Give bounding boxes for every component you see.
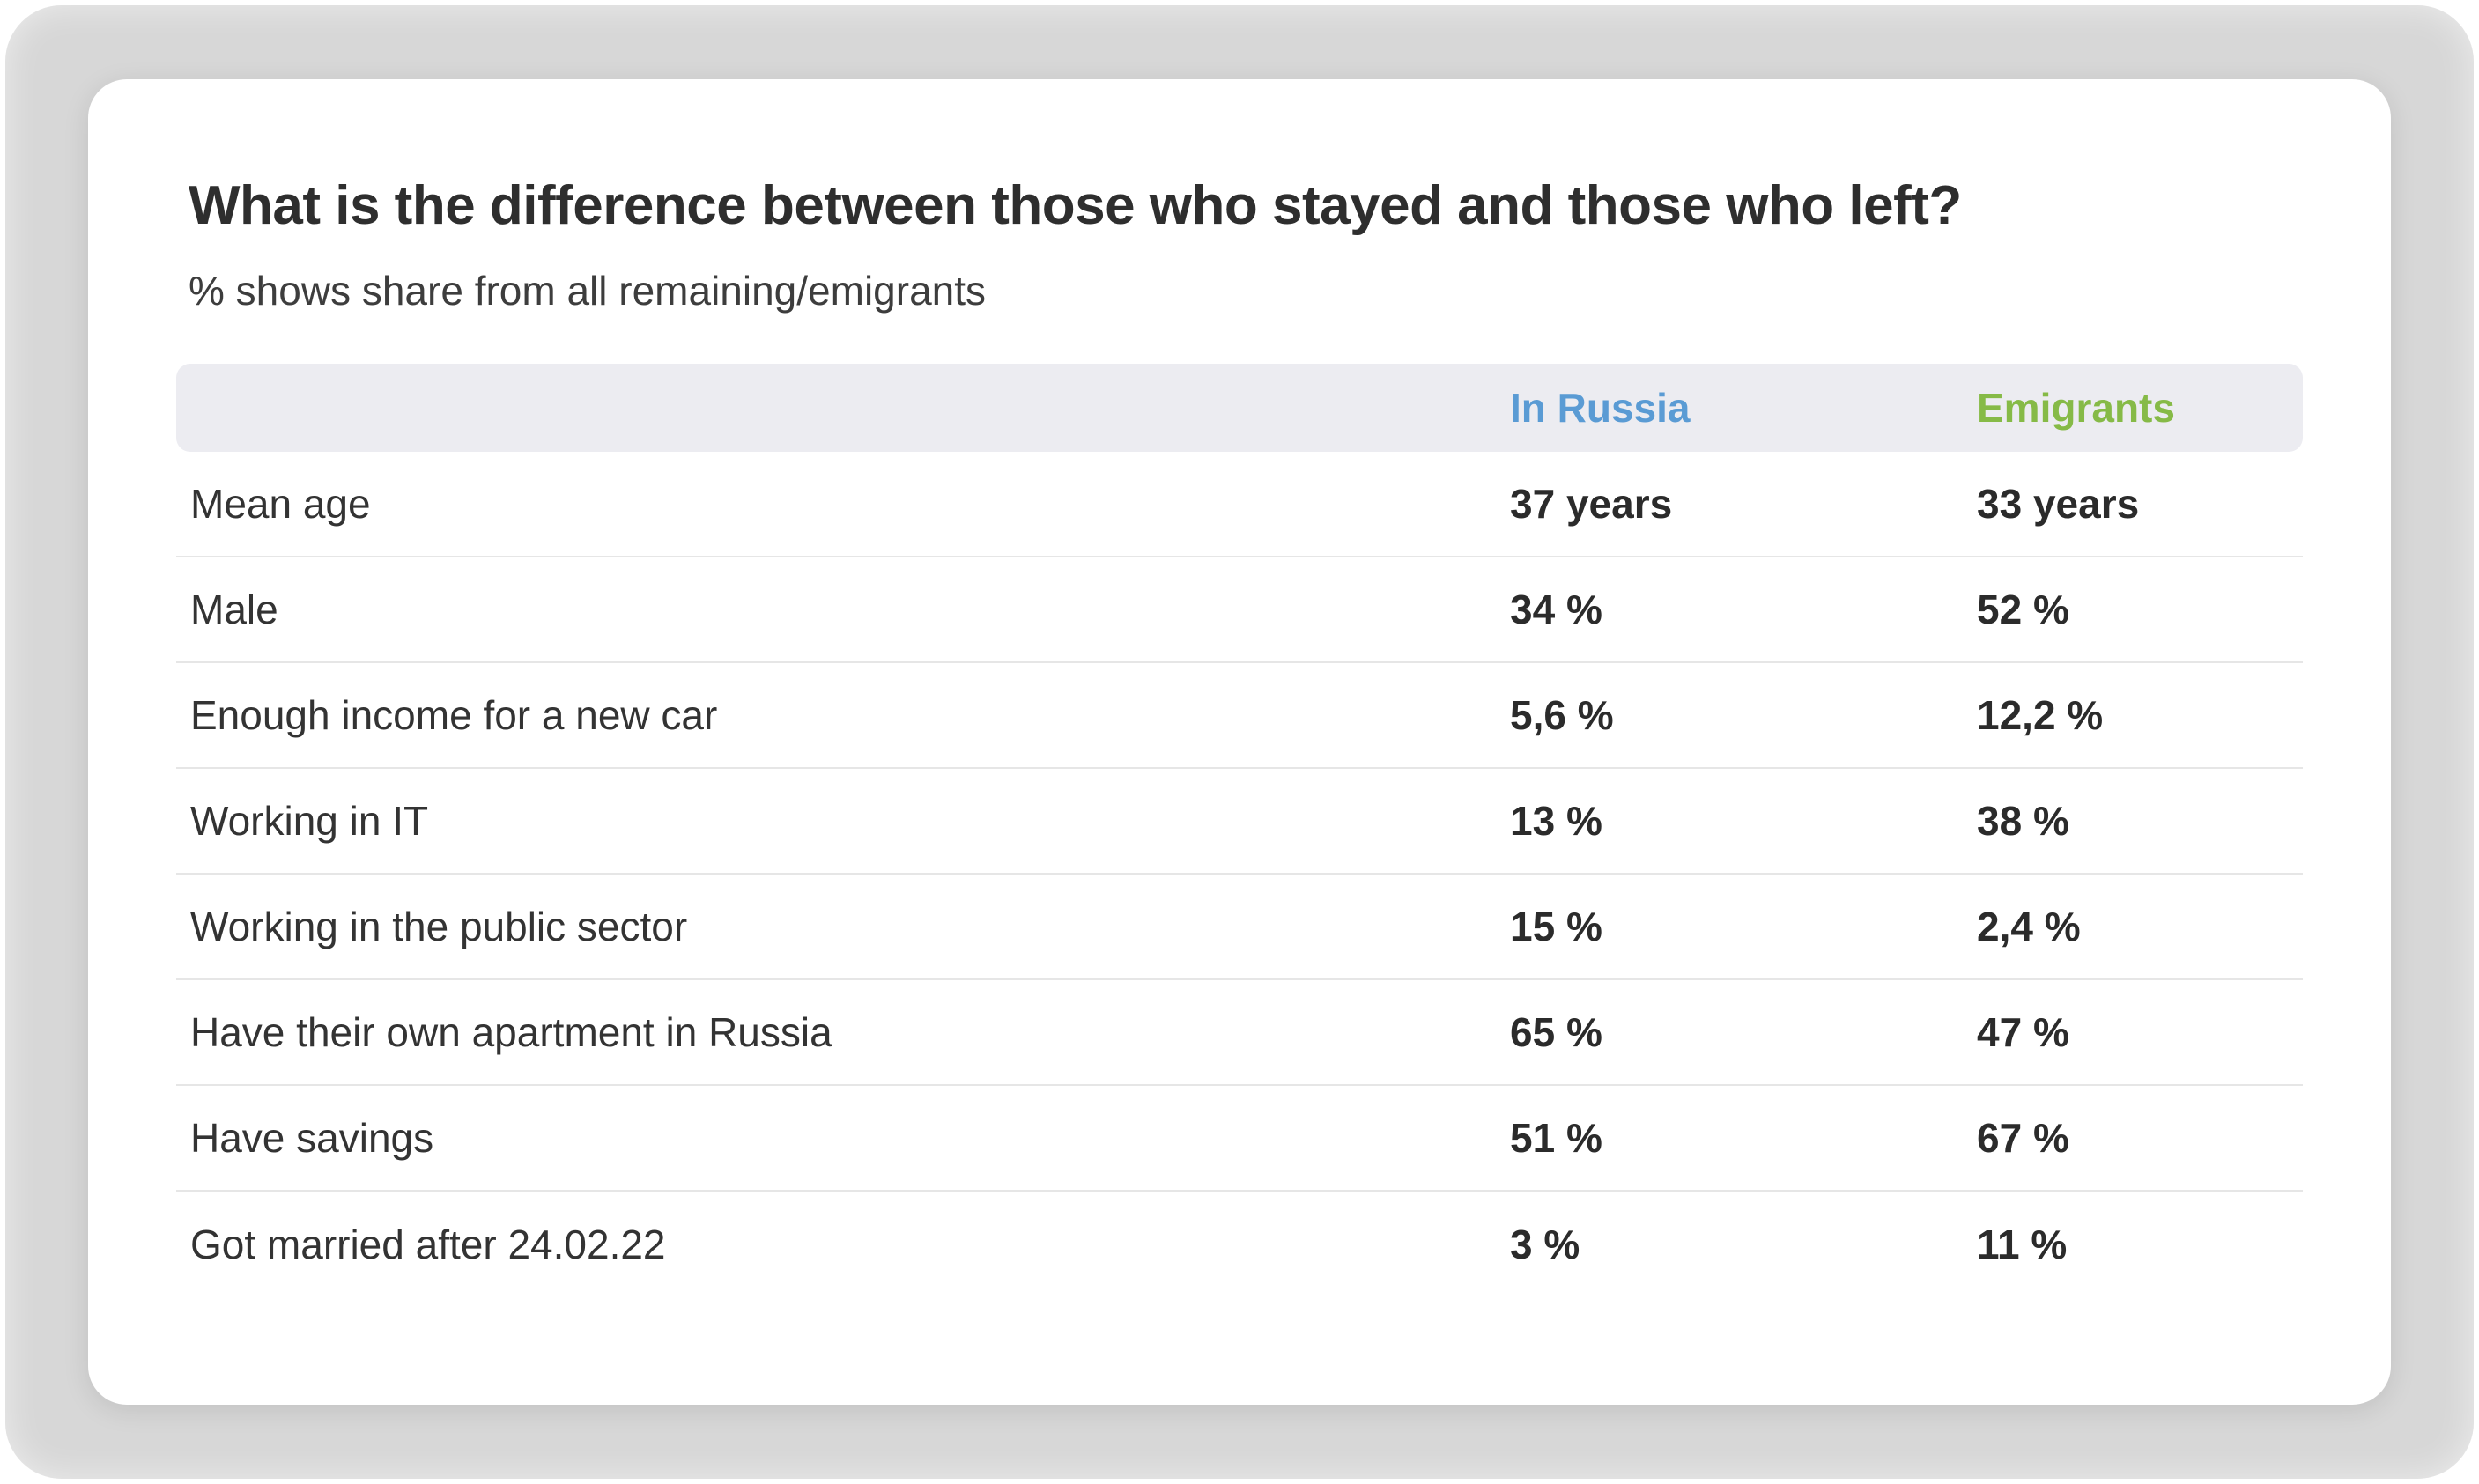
row-label: Working in the public sector bbox=[190, 904, 688, 949]
value-in-russia: 65 % bbox=[1510, 1009, 1602, 1055]
value-emigrants: 2,4 % bbox=[1977, 904, 2081, 949]
table-row-working-in-it: Working in IT 13 % 38 % bbox=[176, 769, 2303, 875]
value-emigrants: 67 % bbox=[1977, 1115, 2069, 1161]
value-emigrants: 11 % bbox=[1977, 1222, 2068, 1267]
row-label: Have savings bbox=[190, 1115, 434, 1161]
value-in-russia: 5,6 % bbox=[1510, 692, 1614, 738]
infographic-card: What is the difference between those who… bbox=[88, 79, 2391, 1405]
value-emigrants: 52 % bbox=[1977, 587, 2069, 632]
table-row-mean-age: Mean age 37 years 33 years bbox=[176, 452, 2303, 557]
value-in-russia: 15 % bbox=[1510, 904, 1602, 949]
table-row-income-new-car: Enough income for a new car 5,6 % 12,2 % bbox=[176, 663, 2303, 769]
row-label: Working in IT bbox=[190, 798, 429, 844]
header-cell-emigrants: Emigrants bbox=[1977, 385, 2175, 431]
row-label: Male bbox=[190, 587, 278, 632]
value-emigrants: 38 % bbox=[1977, 798, 2069, 844]
row-label: Have their own apartment in Russia bbox=[190, 1009, 832, 1055]
value-in-russia: 34 % bbox=[1510, 587, 1602, 632]
row-label: Mean age bbox=[190, 481, 371, 527]
table-row-public-sector: Working in the public sector 15 % 2,4 % bbox=[176, 875, 2303, 980]
table-header-row: In Russia Emigrants bbox=[176, 364, 2303, 452]
value-emigrants: 33 years bbox=[1977, 481, 2140, 527]
value-in-russia: 51 % bbox=[1510, 1115, 1602, 1161]
value-emigrants: 12,2 % bbox=[1977, 692, 2104, 738]
row-label: Enough income for a new car bbox=[190, 692, 718, 738]
table-row-own-apartment: Have their own apartment in Russia 65 % … bbox=[176, 980, 2303, 1086]
header-cell-in-russia: In Russia bbox=[1510, 385, 1691, 431]
row-label: Got married after 24.02.22 bbox=[190, 1222, 666, 1267]
value-in-russia: 13 % bbox=[1510, 798, 1602, 844]
page-subtitle: % shows share from all remaining/emigran… bbox=[189, 268, 987, 314]
value-emigrants: 47 % bbox=[1977, 1009, 2069, 1055]
table-row-male: Male 34 % 52 % bbox=[176, 557, 2303, 663]
table-row-have-savings: Have savings 51 % 67 % bbox=[176, 1086, 2303, 1192]
page-title: What is the difference between those who… bbox=[189, 175, 1962, 236]
table-row-got-married: Got married after 24.02.22 3 % 11 % bbox=[176, 1192, 2303, 1297]
value-in-russia: 37 years bbox=[1510, 481, 1673, 527]
comparison-table: In Russia Emigrants Mean age 37 years 33… bbox=[176, 364, 2303, 1297]
value-in-russia: 3 % bbox=[1510, 1222, 1580, 1267]
